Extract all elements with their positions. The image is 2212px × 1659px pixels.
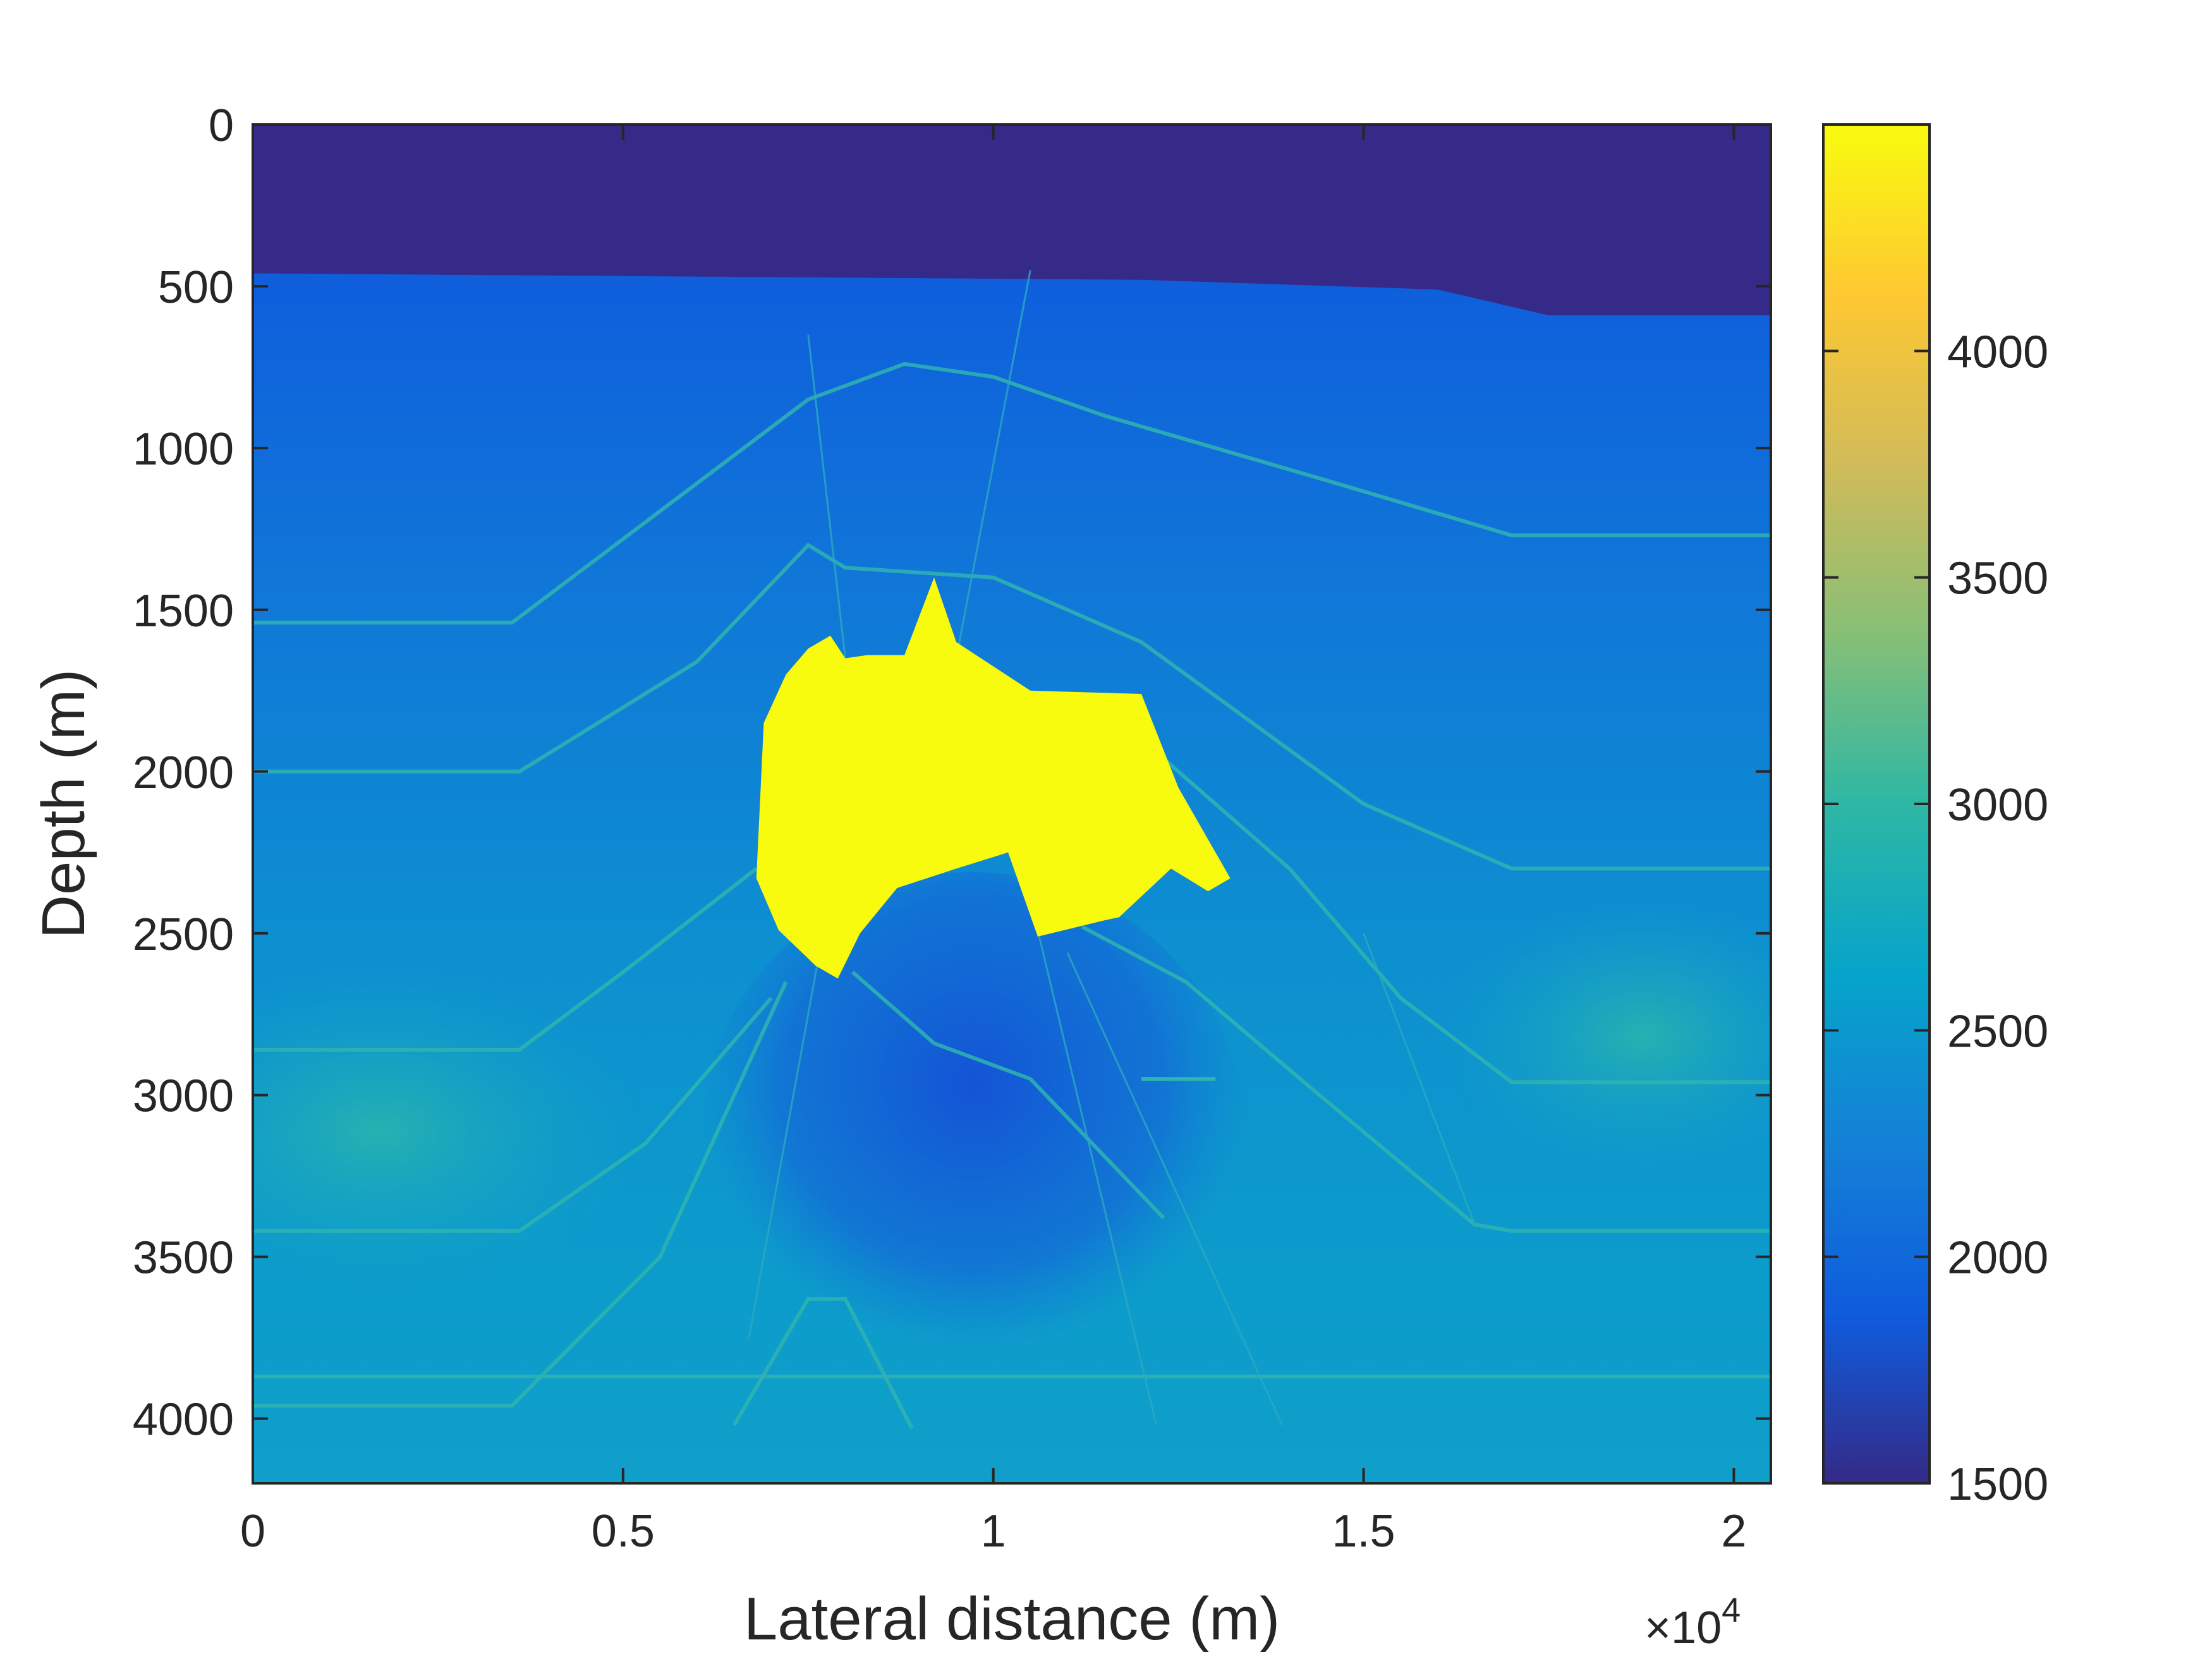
colorbar (1823, 125, 1929, 1483)
fault-line (807, 334, 846, 659)
horizon-line (253, 997, 773, 1233)
colorbar-tick-label: 2000 (1947, 1233, 2048, 1284)
fault-line (1363, 933, 1476, 1225)
y-axis-label: Depth (m) (30, 669, 97, 939)
x-exponent-power: 4 (1722, 1591, 1741, 1629)
colorbar-tick-label: 3000 (1947, 780, 2048, 830)
x-axis-ticks: 0 0.5 1 1.5 2 (240, 125, 1746, 1557)
plot-area (253, 125, 1771, 1483)
plot-frame (252, 123, 1772, 1485)
y-tick-label: 4000 (133, 1395, 234, 1445)
y-tick-label: 500 (158, 262, 234, 313)
colorbar-tick-label: 1500 (1947, 1459, 2048, 1510)
y-tick-label: 0 (209, 100, 234, 151)
fault-lines (748, 270, 1476, 1426)
fault-line (1022, 868, 1157, 1426)
x-axis-label: Lateral distance (m) (744, 1585, 1280, 1653)
y-tick-label: 2000 (133, 748, 234, 798)
horizon-line (1140, 738, 1771, 1085)
x-tick-label: 2 (1721, 1506, 1746, 1557)
salt-body (756, 577, 1231, 979)
y-axis-ticks: 0 500 1000 1500 2000 2500 3000 3500 4000 (133, 100, 1771, 1445)
colorbar-tick-label: 3500 (1947, 554, 2048, 604)
horizon-line (253, 542, 1771, 871)
x-tick-label: 0 (240, 1506, 265, 1557)
horizon-line (253, 981, 788, 1408)
y-tick-label: 3000 (133, 1071, 234, 1122)
y-tick-label: 1000 (133, 424, 234, 475)
y-tick-label: 1500 (133, 586, 234, 636)
x-exponent-label: ×104 (1644, 1591, 1741, 1653)
high-velocity-flank-right (1441, 897, 1771, 1176)
svg-text:×104: ×104 (1644, 1591, 1741, 1653)
colorbar-ticks: 1500 2000 2500 3000 3500 4000 (1823, 327, 2048, 1510)
horizon-line (253, 867, 758, 1052)
fault-line (955, 270, 1031, 659)
colorbar-tick-label: 2500 (1947, 1006, 2048, 1057)
colorbar-tick-label: 4000 (1947, 327, 2048, 377)
fault-line (1066, 952, 1284, 1426)
horizon-line (1081, 925, 1771, 1233)
y-tick-label: 2500 (133, 909, 234, 960)
y-tick-label: 3500 (133, 1233, 234, 1284)
sediment-horizons (253, 362, 1771, 1430)
horizon-line (253, 362, 1771, 625)
horizon-line (851, 970, 1165, 1220)
x-tick-label: 1.5 (1332, 1506, 1395, 1557)
low-velocity-zone (702, 872, 1245, 1403)
fault-line (748, 933, 824, 1338)
horizon-line (732, 1297, 914, 1430)
x-tick-label: 0.5 (592, 1506, 655, 1557)
x-tick-label: 1 (981, 1506, 1006, 1557)
water-layer (253, 125, 1771, 315)
x-exponent-base: ×10 (1644, 1603, 1722, 1653)
